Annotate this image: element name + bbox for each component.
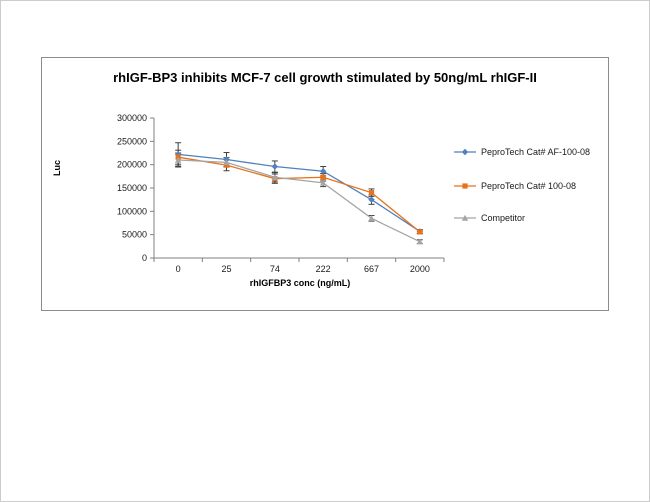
chart-frame: rhIGF-BP3 inhibits MCF-7 cell growth sti… [41,57,609,311]
legend-swatch-marker [461,148,469,156]
series-marker [223,162,230,168]
series-marker [174,156,182,163]
legend-item-label: Competitor [481,213,525,223]
series-marker [271,174,279,180]
y-tick-label: 0 [142,253,147,263]
legend-swatch-marker [462,183,468,189]
x-tick-label: 667 [364,264,379,274]
x-tick-label: 25 [221,264,231,274]
y-tick-label: 200000 [117,160,147,170]
x-tick-label: 2000 [410,264,430,274]
legend-swatch-marker [461,214,469,221]
series-marker [319,168,327,175]
y-tick-label: 50000 [122,230,147,240]
x-axis-title: rhIGFBP3 conc (ng/mL) [249,278,351,288]
series-marker [417,229,423,235]
y-tick-label: 100000 [117,206,147,216]
series-marker [319,179,327,186]
legend-item-label: PeproTech Cat# AF-100-08 [481,147,590,157]
chart-title: rhIGF-BP3 inhibits MCF-7 cell growth sti… [113,70,537,85]
legend-item-label: PeproTech Cat# 100-08 [481,181,576,191]
y-tick-label: 300000 [117,113,147,123]
x-tick-label: 74 [270,264,280,274]
series-marker [320,174,326,180]
series-line [178,156,421,233]
series-marker [368,196,375,203]
series-marker [368,190,375,196]
series-marker [368,215,375,222]
series-marker [271,163,279,170]
series-marker [223,159,230,166]
series-marker [416,238,424,245]
series-line [178,159,421,243]
line-chart: 0 50000 100000 150000 200000 250000 300000 0 25 7… [117,113,590,274]
x-tick-label: 0 [176,264,181,274]
y-tick-label: 250000 [117,136,147,146]
series-line [178,153,421,232]
y-tick-label: 150000 [117,183,147,193]
x-tick-label: 222 [316,264,331,274]
